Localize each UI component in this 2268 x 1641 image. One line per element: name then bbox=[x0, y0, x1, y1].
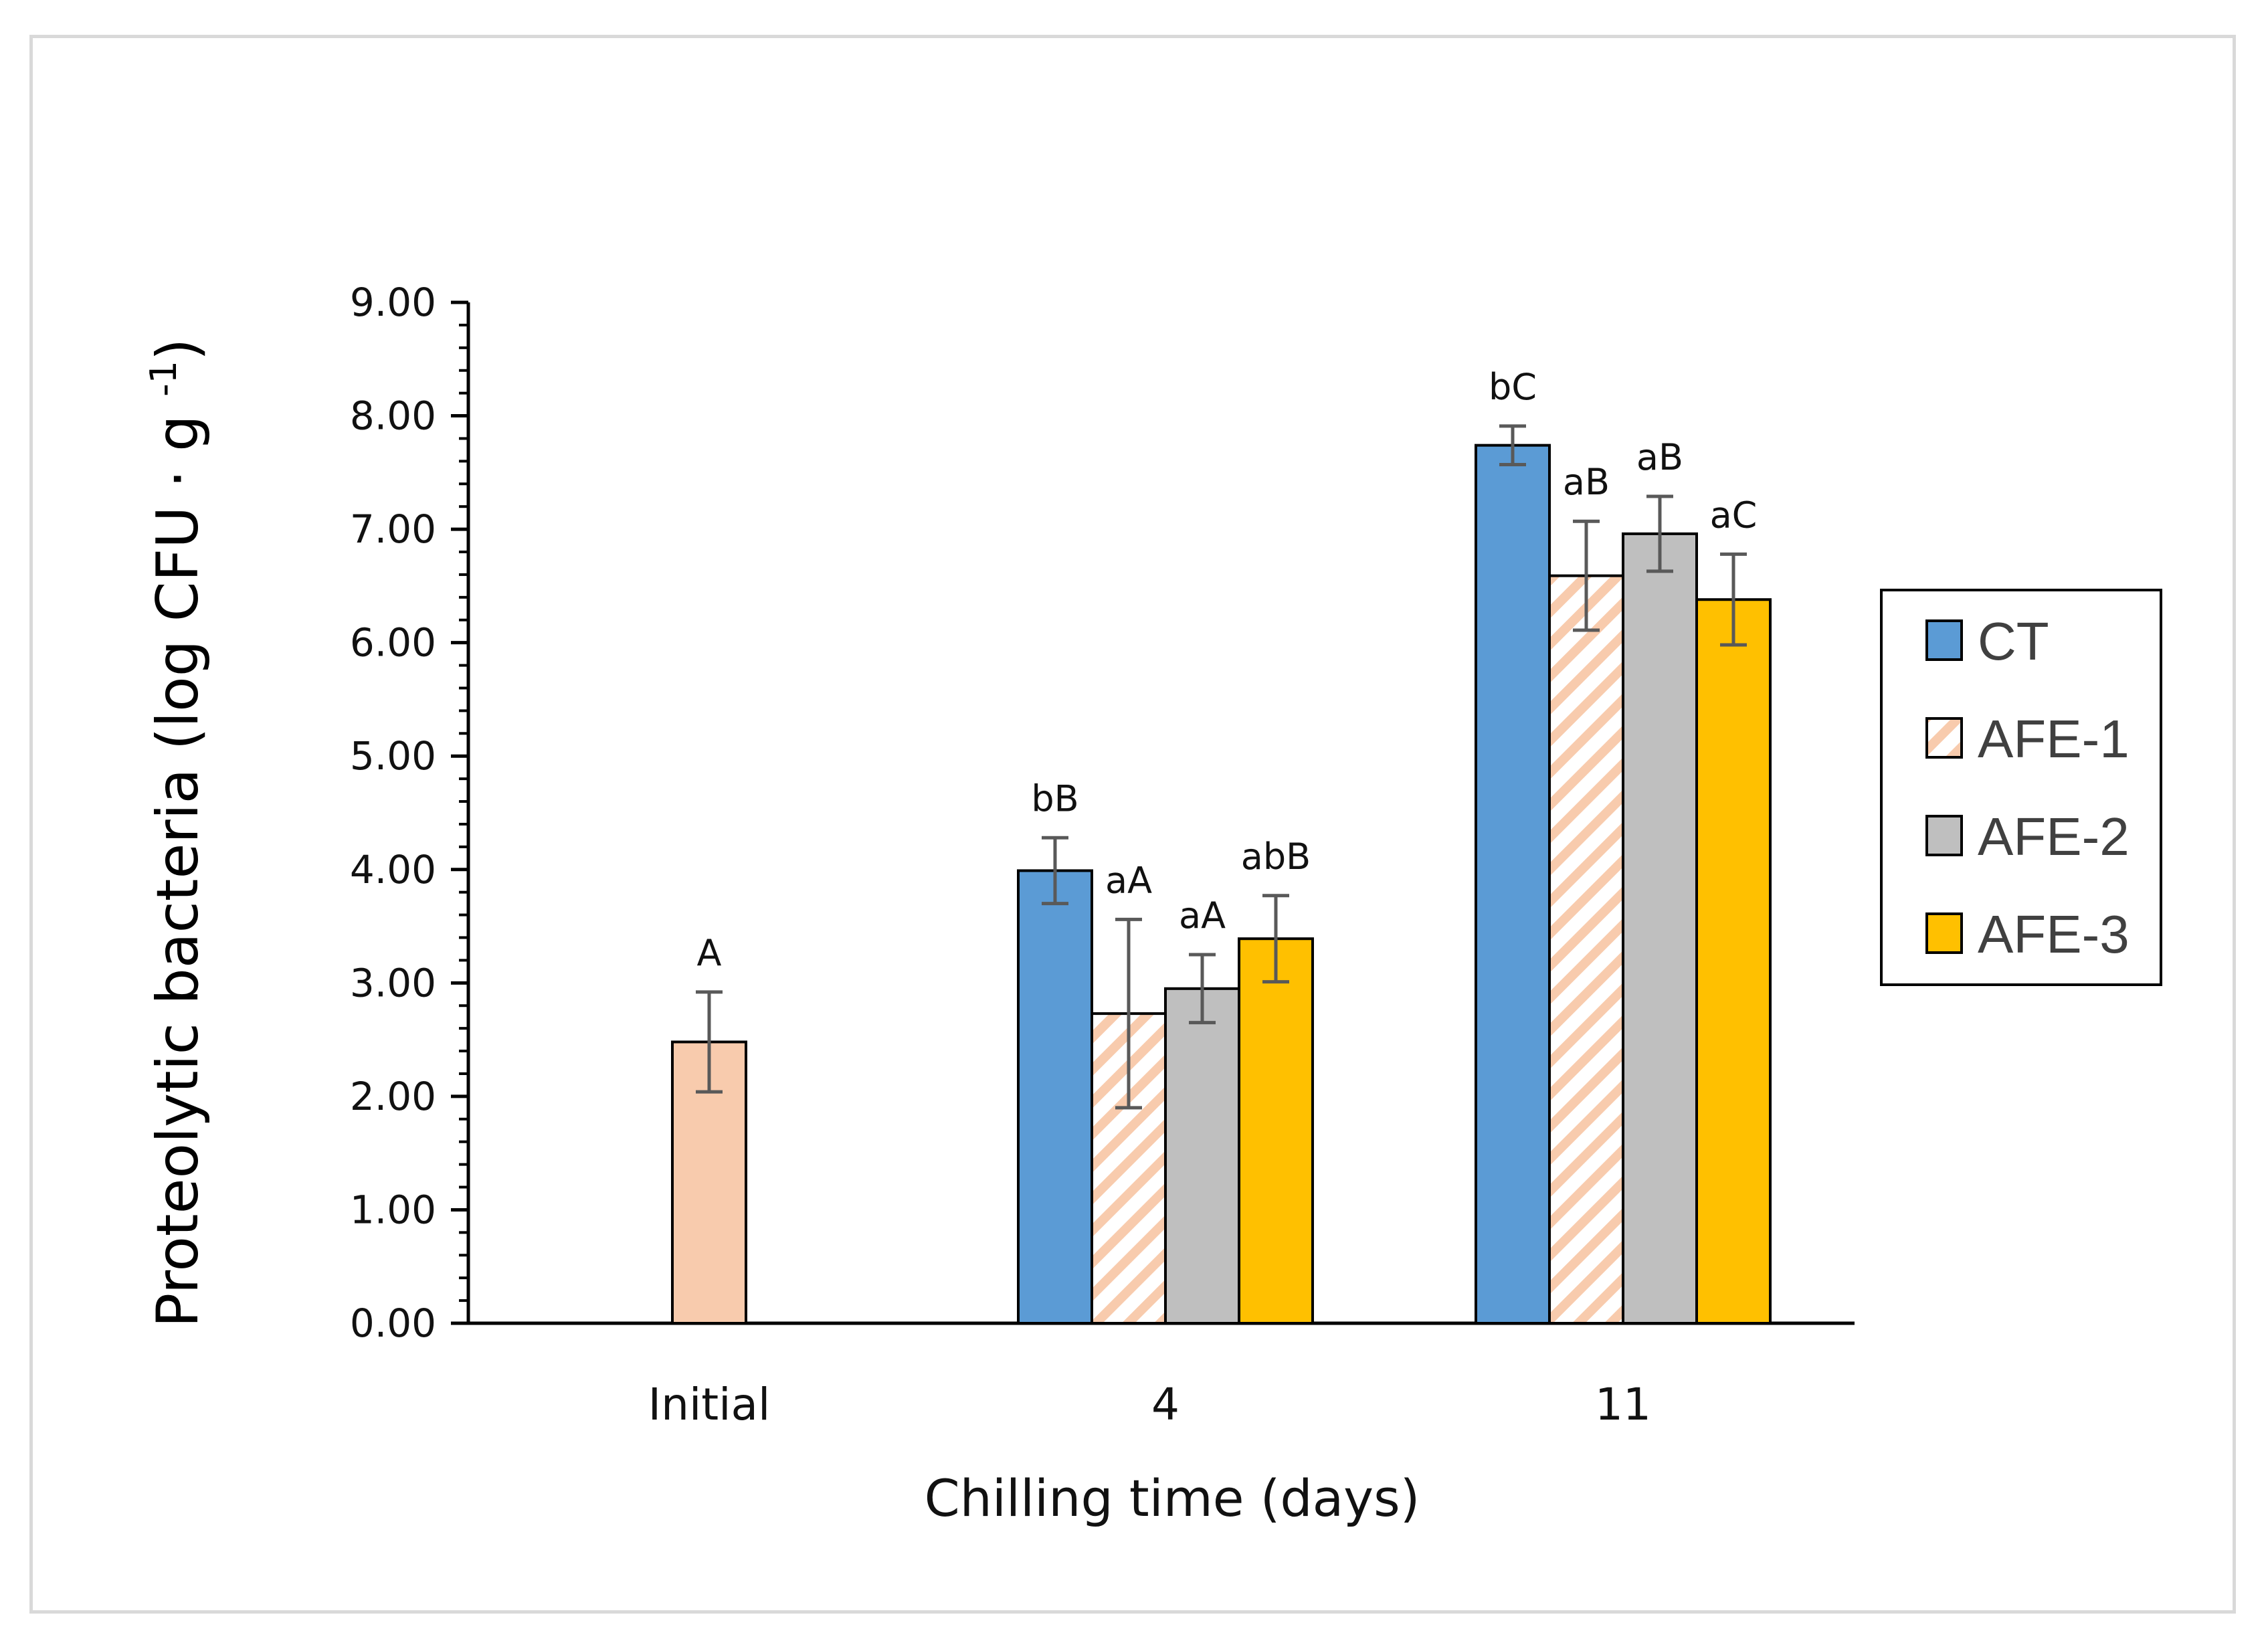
error-bars bbox=[696, 424, 1747, 1110]
significance-label: aA bbox=[1179, 894, 1226, 937]
legend-label: CT bbox=[1978, 611, 2049, 671]
x-category-label: 11 bbox=[1595, 1379, 1651, 1430]
x-axis-title: Chilling time (days) bbox=[925, 1468, 1420, 1528]
y-axis-title: Proteolytic bacteria (log CFU · g -1) bbox=[143, 339, 211, 1328]
y-tick-label: 5.00 bbox=[350, 733, 436, 779]
legend: CT AFE-1 AFE-2 AFE-3 bbox=[1880, 589, 2162, 986]
bars bbox=[671, 444, 1772, 1325]
bar-afe-2-4 bbox=[1164, 987, 1240, 1325]
figure-frame bbox=[29, 35, 2236, 1614]
legend-swatch bbox=[1925, 619, 1963, 661]
legend-swatch bbox=[1925, 912, 1963, 954]
bar-afe-1-11 bbox=[1548, 574, 1624, 1325]
x-category-label: Initial bbox=[648, 1379, 771, 1430]
significance-label: A bbox=[697, 932, 722, 974]
y-tick-label: 4.00 bbox=[350, 847, 436, 892]
legend-label: AFE-3 bbox=[1978, 904, 2130, 964]
bar-ct-11 bbox=[1475, 444, 1551, 1325]
y-tick-label: 6.00 bbox=[350, 620, 436, 666]
y-tick-label: 2.00 bbox=[350, 1074, 436, 1119]
significance-label: aA bbox=[1105, 859, 1152, 901]
y-tick-label: 9.00 bbox=[350, 280, 436, 325]
bar-afe-3-11 bbox=[1695, 598, 1772, 1325]
significance-label: aB bbox=[1563, 461, 1610, 503]
y-tick-label: 7.00 bbox=[350, 506, 436, 552]
x-category-label: 4 bbox=[1151, 1379, 1179, 1430]
significance-label: bB bbox=[1031, 777, 1078, 819]
legend-label: AFE-1 bbox=[1978, 709, 2130, 769]
y-tick-label: 0.00 bbox=[350, 1300, 436, 1346]
bar-ct-4 bbox=[1017, 869, 1093, 1325]
significance-labels: AbB aA aA abB bC aB aB aC bbox=[697, 366, 1758, 974]
y-tick-label: 1.00 bbox=[350, 1187, 436, 1232]
significance-label: bC bbox=[1489, 366, 1537, 408]
y-tick-label: 3.00 bbox=[350, 960, 436, 1005]
legend-swatch bbox=[1925, 815, 1963, 856]
significance-label: aB bbox=[1636, 436, 1683, 478]
significance-label: abB bbox=[1241, 836, 1311, 878]
legend-label: AFE-2 bbox=[1978, 807, 2130, 866]
significance-label: aC bbox=[1710, 494, 1758, 536]
bar-initial bbox=[671, 1040, 747, 1325]
legend-swatch bbox=[1925, 717, 1963, 759]
bar-afe-2-11 bbox=[1622, 532, 1698, 1325]
bar-afe-3-4 bbox=[1238, 937, 1314, 1325]
y-tick-label: 8.00 bbox=[350, 393, 436, 439]
